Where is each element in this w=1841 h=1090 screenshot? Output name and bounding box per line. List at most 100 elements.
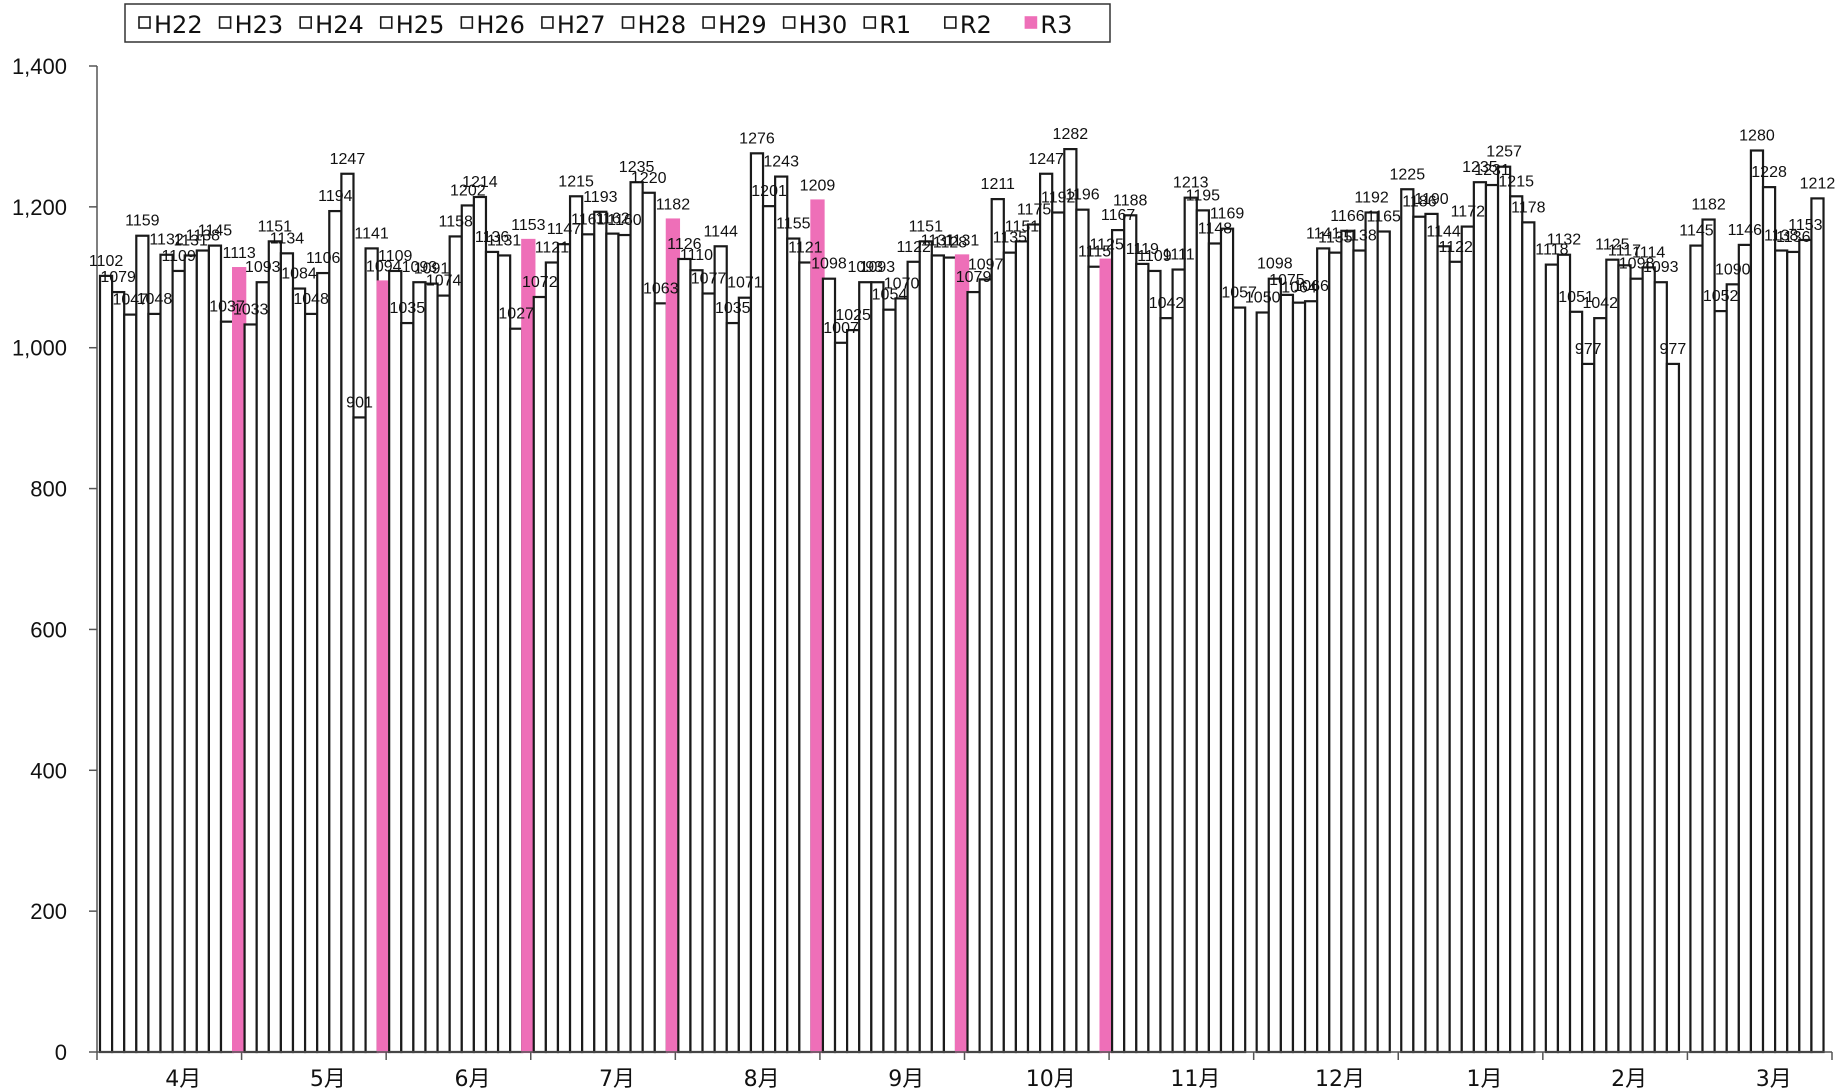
data-label: 1138 bbox=[1764, 228, 1799, 245]
data-label: 1162 bbox=[595, 211, 630, 228]
data-label: 1276 bbox=[739, 130, 775, 147]
bar bbox=[448, 235, 463, 1054]
legend-label: H22 bbox=[154, 11, 203, 39]
bar bbox=[303, 312, 319, 1054]
data-label: 1243 bbox=[763, 154, 799, 171]
data-label: 1047 bbox=[112, 292, 148, 309]
legend-swatch bbox=[944, 16, 957, 29]
data-label: 1138 bbox=[186, 228, 221, 245]
data-label: 1215 bbox=[558, 173, 594, 190]
data-label: 1212 bbox=[1800, 175, 1836, 192]
legend: H22 H23 H24 H25 H26 H27 H28 H29 H30 R1 R2 R3 bbox=[124, 3, 1111, 43]
bar bbox=[484, 250, 500, 1054]
bar bbox=[556, 243, 572, 1054]
bar bbox=[713, 245, 728, 1054]
data-label: 1148 bbox=[1198, 220, 1233, 237]
y-tick-label: 600 bbox=[30, 617, 67, 642]
data-label: 1070 bbox=[884, 275, 920, 292]
bar bbox=[774, 175, 789, 1054]
bar bbox=[1303, 300, 1319, 1054]
bar bbox=[460, 204, 475, 1054]
bar bbox=[761, 205, 777, 1054]
data-label: 1025 bbox=[835, 307, 871, 324]
y-tick-label: 1,000 bbox=[12, 336, 67, 361]
bar bbox=[942, 256, 958, 1054]
data-label: 1231 bbox=[1474, 162, 1510, 179]
data-label: 1115 bbox=[1078, 244, 1111, 261]
data-label: 1147 bbox=[547, 221, 582, 238]
legend-label: R3 bbox=[1040, 11, 1072, 39]
bar bbox=[207, 244, 223, 1054]
bar bbox=[1159, 317, 1174, 1054]
legend-label: H25 bbox=[396, 11, 445, 39]
bar bbox=[98, 274, 114, 1054]
bar bbox=[436, 294, 451, 1054]
data-label: 1141 bbox=[1306, 225, 1341, 242]
bar bbox=[870, 281, 885, 1054]
data-label: 1054 bbox=[872, 287, 908, 304]
bar bbox=[412, 281, 427, 1054]
legend-swatch bbox=[138, 16, 151, 29]
data-label: 1257 bbox=[1486, 144, 1522, 161]
bar bbox=[641, 191, 656, 1054]
bar bbox=[1376, 230, 1391, 1054]
bar bbox=[1810, 197, 1825, 1054]
x-tick-label: 7月 bbox=[599, 1067, 635, 1090]
bar bbox=[1448, 260, 1463, 1054]
bar bbox=[1183, 196, 1198, 1054]
y-tick-label: 400 bbox=[30, 758, 67, 783]
data-label: 1079 bbox=[956, 269, 992, 286]
x-tick-label: 9月 bbox=[888, 1067, 924, 1090]
data-label: 1194 bbox=[318, 188, 353, 205]
bar bbox=[1617, 264, 1632, 1054]
data-label: 977 bbox=[1575, 341, 1602, 358]
legend-label: H24 bbox=[315, 11, 364, 39]
legend-label: R2 bbox=[960, 11, 992, 39]
bar bbox=[701, 292, 716, 1054]
bar bbox=[1123, 214, 1138, 1054]
data-label: 1213 bbox=[1173, 175, 1209, 192]
data-label: 1209 bbox=[800, 178, 836, 195]
data-label: 1201 bbox=[751, 183, 787, 200]
bar bbox=[1002, 251, 1017, 1054]
bar bbox=[1460, 225, 1475, 1054]
data-label: 1132 bbox=[149, 232, 184, 249]
legend-swatch bbox=[702, 16, 715, 29]
bar bbox=[990, 198, 1005, 1054]
x-axis: 4月 5月 6月 7月 8月 9月 10月 11月 12月 1月 2月 3月 bbox=[96, 1051, 1833, 1090]
data-label: 1122 bbox=[896, 239, 931, 256]
data-label: 1169 bbox=[1210, 206, 1245, 223]
legend-swatch bbox=[460, 16, 474, 29]
data-label: 1193 bbox=[583, 189, 618, 206]
bar bbox=[279, 252, 295, 1054]
bar bbox=[1231, 306, 1247, 1054]
y-tick-label: 1,400 bbox=[12, 54, 67, 79]
data-label: 1153 bbox=[511, 217, 546, 234]
data-label: 1141 bbox=[354, 225, 389, 242]
bar bbox=[328, 209, 343, 1054]
bar bbox=[1521, 221, 1536, 1054]
x-tick-label: 1月 bbox=[1467, 1067, 1503, 1090]
data-label: 1090 bbox=[1715, 261, 1751, 278]
bar bbox=[1786, 250, 1801, 1054]
bar bbox=[388, 269, 403, 1054]
data-label: 1122 bbox=[1438, 239, 1473, 256]
data-label: 1093 bbox=[402, 259, 438, 276]
bar bbox=[1496, 165, 1512, 1054]
bar bbox=[1051, 211, 1066, 1054]
legend-swatch bbox=[218, 16, 232, 29]
data-label: 1214 bbox=[462, 174, 498, 191]
data-label: 1280 bbox=[1739, 128, 1775, 145]
data-label: 1091 bbox=[414, 261, 450, 278]
data-label: 1114 bbox=[1632, 244, 1665, 261]
bar bbox=[1472, 181, 1488, 1054]
data-label: 1172 bbox=[1451, 204, 1486, 221]
bar bbox=[593, 210, 608, 1054]
bar bbox=[316, 271, 331, 1054]
bar bbox=[1689, 244, 1704, 1054]
bar bbox=[1509, 195, 1524, 1054]
bar bbox=[617, 233, 632, 1054]
data-label: 1093 bbox=[1643, 259, 1679, 276]
data-label: 1063 bbox=[643, 280, 679, 297]
data-label: 977 bbox=[1660, 341, 1687, 358]
